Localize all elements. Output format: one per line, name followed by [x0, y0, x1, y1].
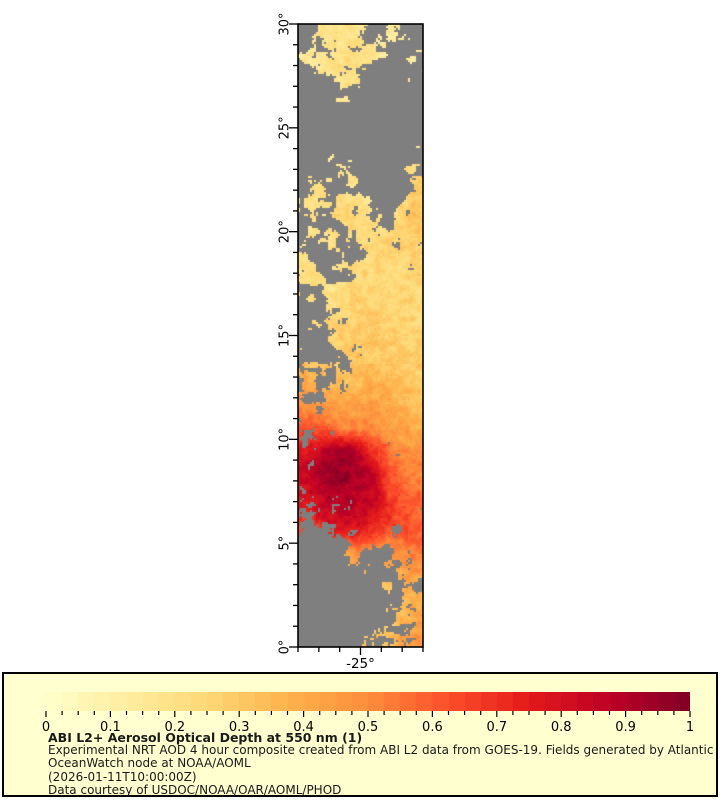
colorbar-tick-label: 0.2 — [164, 720, 185, 735]
colorbar-tick-label: 0.8 — [551, 720, 572, 735]
y-axis-tick-label: 30° — [278, 12, 293, 35]
y-axis-tick-label: 0° — [278, 640, 293, 655]
y-axis-tick-label: 15° — [278, 324, 293, 347]
colorbar-tick-label: 1 — [686, 720, 694, 735]
caption-line: Experimental NRT AOD 4 hour composite cr… — [48, 743, 714, 758]
legend-panel: 0 0.1 0.2 0.3 0.4 0.5 0.6 0.7 0.8 0.9 1 ABI L2+ Ae… — [2, 672, 718, 797]
colorbar-tick-label: 0 — [42, 720, 50, 735]
y-axis-tick-label: 5° — [278, 536, 293, 551]
colorbar-axis: 0 0.1 0.2 0.3 0.4 0.5 0.6 0.7 0.8 0.9 1 — [42, 711, 694, 735]
x-axis-tick-label: -25° — [346, 656, 375, 672]
aod-map-raster — [298, 24, 423, 647]
y-axis-tick-label: 10° — [278, 428, 293, 451]
colorbar-tick-label: 0.9 — [615, 720, 636, 735]
colorbar-tick-label: 0.6 — [422, 720, 443, 735]
caption-line: OceanWatch node at NOAA/AOML — [48, 756, 251, 771]
colorbar — [46, 692, 690, 711]
caption-title: ABI L2+ Aerosol Optical Depth at 550 nm … — [48, 730, 363, 745]
caption-timestamp: (2026-01-11T10:00:00Z) — [48, 769, 197, 784]
colorbar-tick-label: 0.1 — [100, 720, 121, 735]
caption-courtesy: Data courtesy of USDOC/NOAA/OAR/AOML/PHO… — [48, 782, 342, 797]
caption-block: ABI L2+ Aerosol Optical Depth at 550 nm … — [48, 731, 713, 797]
colorbar-tick-label: 0.5 — [358, 720, 379, 735]
colorbar-tick-label: 0.4 — [293, 720, 314, 735]
colorbar-tick-label: 0.7 — [486, 720, 507, 735]
y-axis-tick-label: 20° — [278, 220, 293, 243]
y-axis-tick-label: 25° — [278, 116, 293, 139]
colorbar-tick-label: 0.3 — [229, 720, 250, 735]
